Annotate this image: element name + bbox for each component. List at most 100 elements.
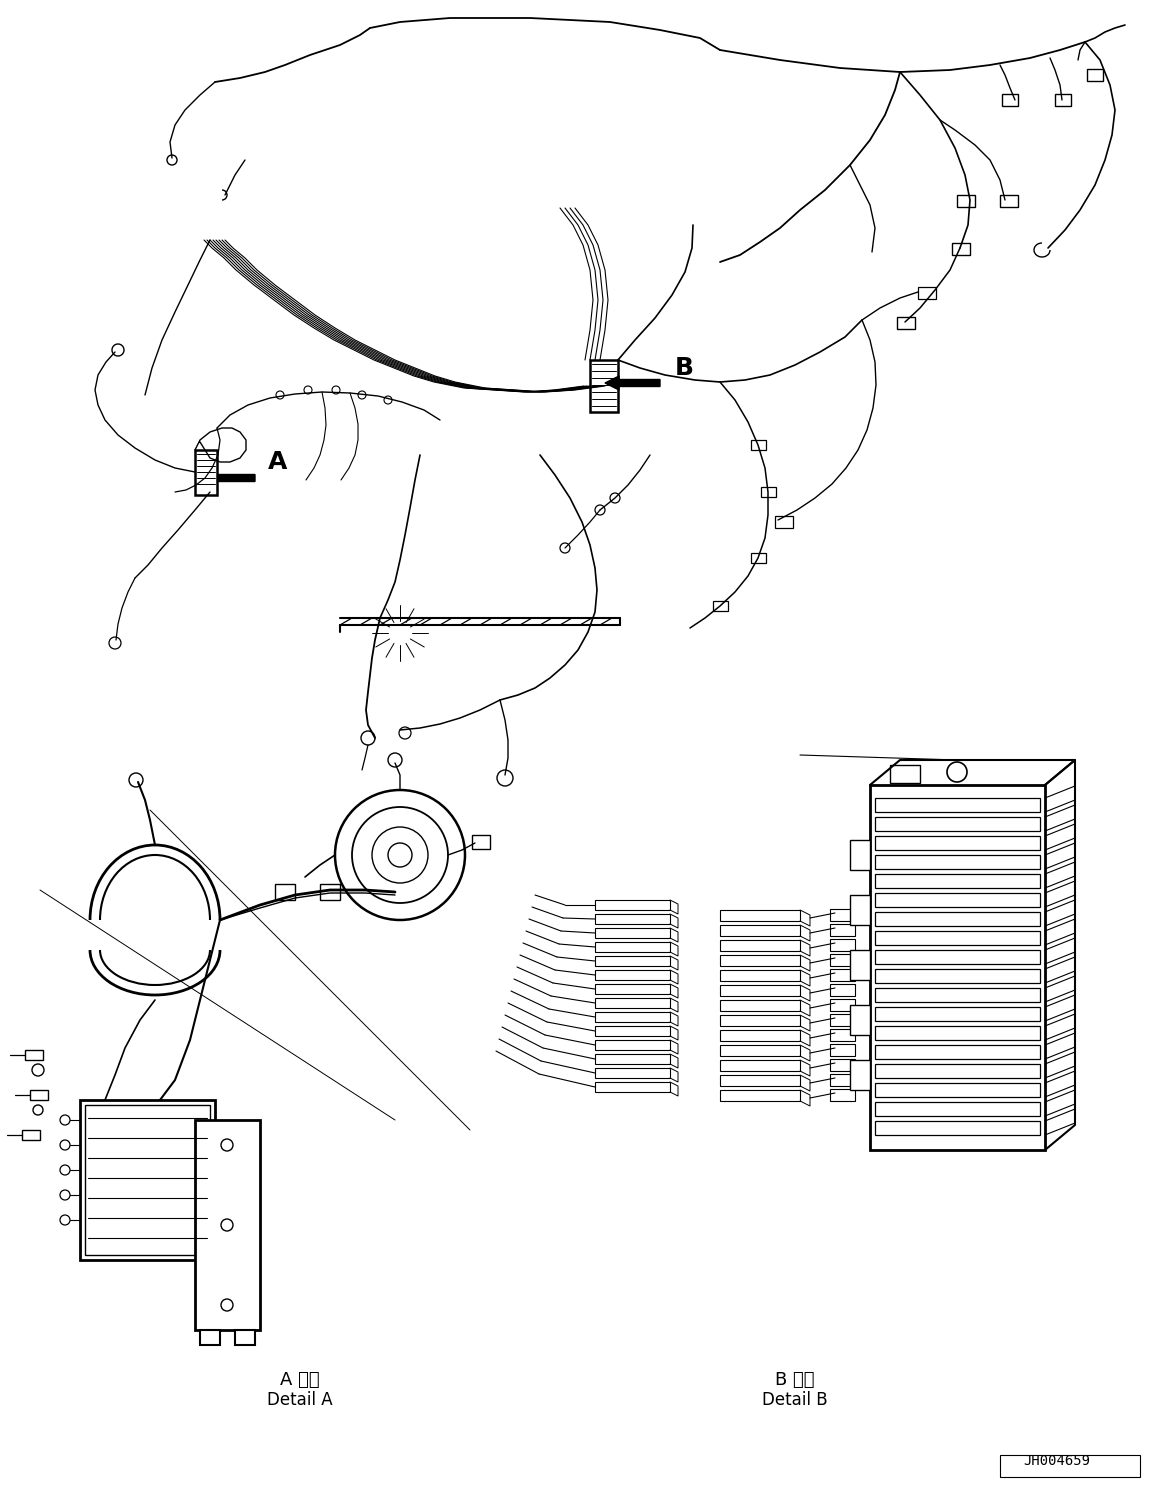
Text: B: B	[675, 356, 694, 379]
Bar	[1055, 94, 1071, 106]
Bar	[875, 817, 1040, 830]
Bar	[200, 1330, 220, 1345]
Bar	[875, 1045, 1040, 1059]
Circle shape	[399, 728, 411, 740]
Bar	[195, 449, 217, 496]
Circle shape	[304, 385, 312, 394]
Circle shape	[384, 396, 392, 405]
Bar	[875, 1064, 1040, 1077]
Bar	[875, 949, 1040, 964]
Bar	[720, 985, 800, 995]
Bar	[80, 1100, 215, 1260]
Bar	[595, 970, 670, 981]
Bar	[875, 931, 1040, 945]
Bar	[850, 1059, 870, 1091]
Circle shape	[60, 1115, 70, 1125]
Bar	[830, 954, 855, 966]
Bar	[897, 317, 915, 329]
Bar	[850, 841, 870, 870]
Bar	[850, 894, 870, 926]
Circle shape	[129, 772, 143, 787]
Bar	[85, 1106, 211, 1254]
Bar	[761, 487, 776, 497]
Bar	[830, 1059, 855, 1071]
Bar	[875, 798, 1040, 812]
Bar	[720, 940, 800, 951]
Circle shape	[352, 806, 448, 903]
Bar	[195, 1120, 261, 1330]
Bar	[720, 1000, 800, 1010]
Bar	[720, 1074, 800, 1086]
Text: Detail A: Detail A	[267, 1391, 333, 1409]
Bar	[720, 955, 800, 966]
FancyArrow shape	[200, 472, 255, 485]
Bar	[890, 765, 920, 783]
Bar	[875, 893, 1040, 908]
Text: Detail B: Detail B	[762, 1391, 828, 1409]
Bar	[1000, 1455, 1140, 1478]
Circle shape	[60, 1165, 70, 1176]
Text: JH004659: JH004659	[1023, 1454, 1090, 1469]
Bar	[952, 243, 970, 254]
Bar	[830, 924, 855, 936]
Bar	[751, 440, 766, 449]
Bar	[870, 786, 1046, 1150]
Bar	[24, 1051, 43, 1059]
Bar	[595, 955, 670, 966]
Bar	[875, 1120, 1040, 1135]
Bar	[830, 998, 855, 1010]
Bar	[1003, 94, 1018, 106]
Bar	[720, 1015, 800, 1027]
Circle shape	[60, 1140, 70, 1150]
Bar	[595, 1012, 670, 1022]
Circle shape	[60, 1190, 70, 1199]
Circle shape	[611, 493, 620, 503]
Bar	[30, 1091, 48, 1100]
Bar	[875, 873, 1040, 888]
Bar	[830, 1089, 855, 1101]
Bar	[875, 988, 1040, 1001]
Circle shape	[60, 1216, 70, 1225]
Bar	[918, 287, 936, 299]
Bar	[595, 998, 670, 1007]
Circle shape	[497, 769, 513, 786]
Bar	[720, 1045, 800, 1056]
Circle shape	[595, 504, 605, 515]
Bar	[957, 195, 975, 207]
Text: A 詳細: A 詳細	[280, 1370, 320, 1388]
Bar	[830, 909, 855, 921]
Bar	[850, 949, 870, 981]
Bar	[830, 1013, 855, 1027]
Bar	[830, 969, 855, 981]
Bar	[1087, 68, 1103, 80]
Circle shape	[947, 762, 966, 783]
Bar	[595, 900, 670, 911]
Bar	[875, 1083, 1040, 1097]
Text: A: A	[267, 449, 287, 475]
Circle shape	[331, 385, 340, 394]
Circle shape	[358, 391, 366, 399]
FancyArrow shape	[605, 376, 659, 390]
Bar	[720, 1030, 800, 1042]
Bar	[22, 1129, 40, 1140]
Bar	[751, 554, 766, 562]
Bar	[875, 856, 1040, 869]
Bar	[720, 926, 800, 936]
Bar	[875, 912, 1040, 926]
Bar	[830, 1030, 855, 1042]
Bar	[875, 836, 1040, 850]
Bar	[274, 884, 295, 900]
Bar	[830, 1074, 855, 1086]
Circle shape	[561, 543, 570, 554]
Bar	[472, 835, 490, 850]
Bar	[830, 939, 855, 951]
Bar	[320, 884, 340, 900]
Bar	[875, 969, 1040, 984]
Bar	[590, 360, 618, 412]
Bar	[595, 929, 670, 937]
Bar	[875, 1103, 1040, 1116]
Bar	[850, 1004, 870, 1036]
Bar	[595, 1082, 670, 1092]
Bar	[875, 1027, 1040, 1040]
Text: B 詳細: B 詳細	[776, 1370, 815, 1388]
